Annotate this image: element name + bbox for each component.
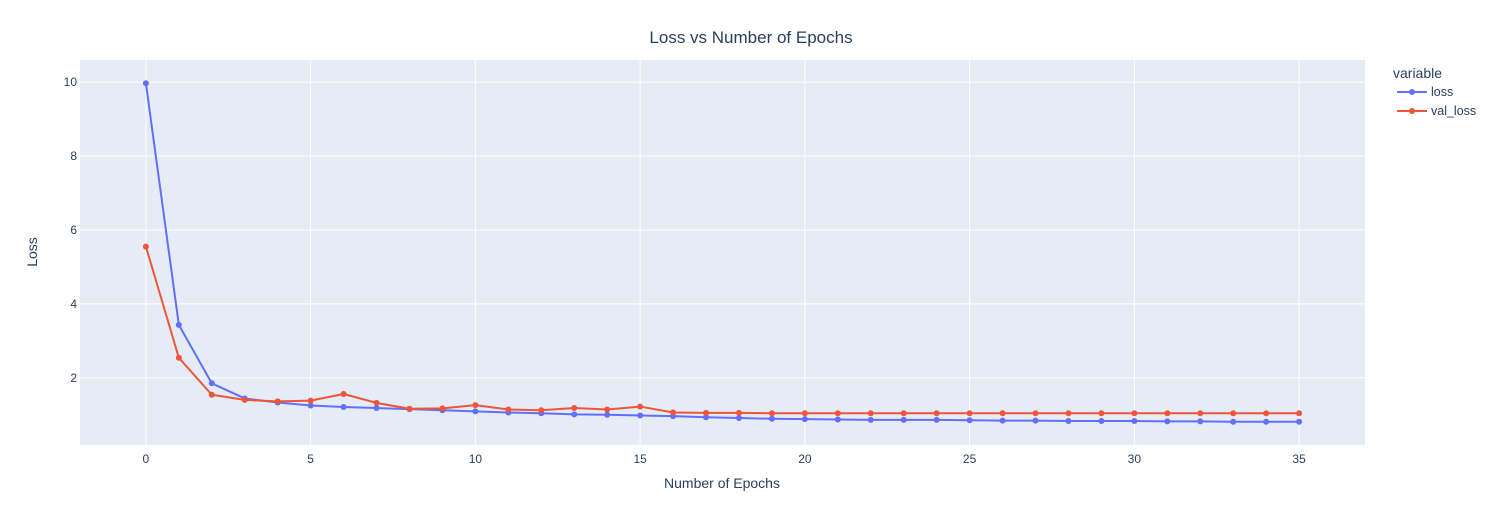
data-point[interactable]	[604, 406, 611, 413]
grid	[80, 60, 1365, 445]
chart-title: Loss vs Number of Epochs	[649, 28, 852, 47]
data-point[interactable]	[703, 414, 710, 421]
data-point[interactable]	[241, 396, 248, 403]
data-point[interactable]	[1164, 418, 1171, 425]
data-point[interactable]	[439, 405, 446, 412]
data-point[interactable]	[406, 405, 413, 412]
data-point[interactable]	[999, 410, 1006, 417]
plot-background	[80, 60, 1365, 445]
data-point[interactable]	[307, 397, 314, 404]
data-point[interactable]	[1065, 417, 1072, 424]
y-tick-label: 8	[70, 149, 77, 163]
data-point[interactable]	[834, 410, 841, 417]
data-point[interactable]	[1098, 417, 1105, 424]
data-point[interactable]	[208, 380, 215, 387]
legend-swatch-marker	[1409, 108, 1415, 114]
data-point[interactable]	[801, 410, 808, 417]
data-point[interactable]	[340, 391, 347, 398]
x-tick-label: 20	[798, 452, 812, 466]
data-point[interactable]	[637, 412, 644, 419]
legend-title: variable	[1393, 65, 1442, 81]
data-point[interactable]	[999, 417, 1006, 424]
legend-item-val-loss[interactable]: val_loss	[1397, 104, 1476, 118]
data-point[interactable]	[1296, 418, 1303, 425]
x-tick-label: 35	[1292, 452, 1306, 466]
data-point[interactable]	[373, 405, 380, 412]
data-point[interactable]	[1131, 410, 1138, 417]
data-point[interactable]	[1263, 410, 1270, 417]
data-point[interactable]	[1065, 410, 1072, 417]
data-point[interactable]	[1164, 410, 1171, 417]
x-axis-title: Number of Epochs	[664, 475, 780, 491]
series-line[interactable]	[144, 83, 1300, 423]
y-axis-title: Loss	[24, 237, 40, 267]
legend-label: loss	[1431, 85, 1453, 99]
data-point[interactable]	[175, 321, 182, 328]
x-tick-label: 0	[143, 452, 150, 466]
data-point[interactable]	[571, 405, 578, 412]
data-point[interactable]	[538, 407, 545, 414]
data-point[interactable]	[670, 409, 677, 416]
data-point[interactable]	[966, 410, 973, 417]
data-point[interactable]	[1230, 410, 1237, 417]
y-tick-label: 10	[64, 75, 78, 89]
y-tick-label: 4	[70, 297, 77, 311]
data-point[interactable]	[735, 415, 742, 422]
data-point[interactable]	[768, 410, 775, 417]
y-tick-label: 2	[70, 371, 77, 385]
data-point[interactable]	[1131, 417, 1138, 424]
data-point[interactable]	[703, 409, 710, 416]
legend-label: val_loss	[1431, 104, 1476, 118]
series-val-loss[interactable]	[142, 243, 1303, 417]
data-point[interactable]	[142, 80, 149, 87]
data-point[interactable]	[373, 399, 380, 406]
data-point[interactable]	[1230, 418, 1237, 425]
data-point[interactable]	[834, 416, 841, 423]
data-point[interactable]	[274, 398, 281, 405]
data-point[interactable]	[505, 406, 512, 413]
data-point[interactable]	[933, 410, 940, 417]
data-point[interactable]	[966, 417, 973, 424]
data-point[interactable]	[340, 403, 347, 410]
data-point[interactable]	[1263, 418, 1270, 425]
data-point[interactable]	[571, 411, 578, 418]
series-layer	[142, 80, 1303, 425]
data-point[interactable]	[867, 416, 874, 423]
x-tick-label: 10	[469, 452, 483, 466]
data-point[interactable]	[1197, 410, 1204, 417]
data-point[interactable]	[768, 415, 775, 422]
tick-labels: 0 5 10 15 20 25 30 35 2 4 6 8 10	[64, 75, 1306, 466]
data-point[interactable]	[900, 410, 907, 417]
data-point[interactable]	[801, 416, 808, 423]
data-point[interactable]	[735, 409, 742, 416]
data-point[interactable]	[208, 391, 215, 398]
data-point[interactable]	[1296, 410, 1303, 417]
data-point[interactable]	[1098, 410, 1105, 417]
y-tick-label: 6	[70, 223, 77, 237]
data-point[interactable]	[900, 416, 907, 423]
data-point[interactable]	[867, 410, 874, 417]
x-tick-label: 25	[963, 452, 977, 466]
x-tick-label: 5	[307, 452, 314, 466]
data-point[interactable]	[472, 408, 479, 415]
data-point[interactable]	[1032, 417, 1039, 424]
series-line[interactable]	[144, 246, 1300, 415]
x-tick-label: 15	[633, 452, 647, 466]
data-point[interactable]	[1197, 418, 1204, 425]
data-point[interactable]	[1032, 410, 1039, 417]
legend-item-loss[interactable]: loss	[1397, 85, 1453, 99]
data-point[interactable]	[472, 402, 479, 409]
data-point[interactable]	[637, 403, 644, 410]
data-point[interactable]	[307, 402, 314, 409]
x-tick-label: 30	[1128, 452, 1142, 466]
data-point[interactable]	[604, 411, 611, 418]
data-point[interactable]	[933, 416, 940, 423]
data-point[interactable]	[142, 243, 149, 250]
legend[interactable]: variable loss val_loss	[1393, 65, 1476, 118]
legend-swatch-marker	[1409, 89, 1415, 95]
data-point[interactable]	[175, 354, 182, 361]
